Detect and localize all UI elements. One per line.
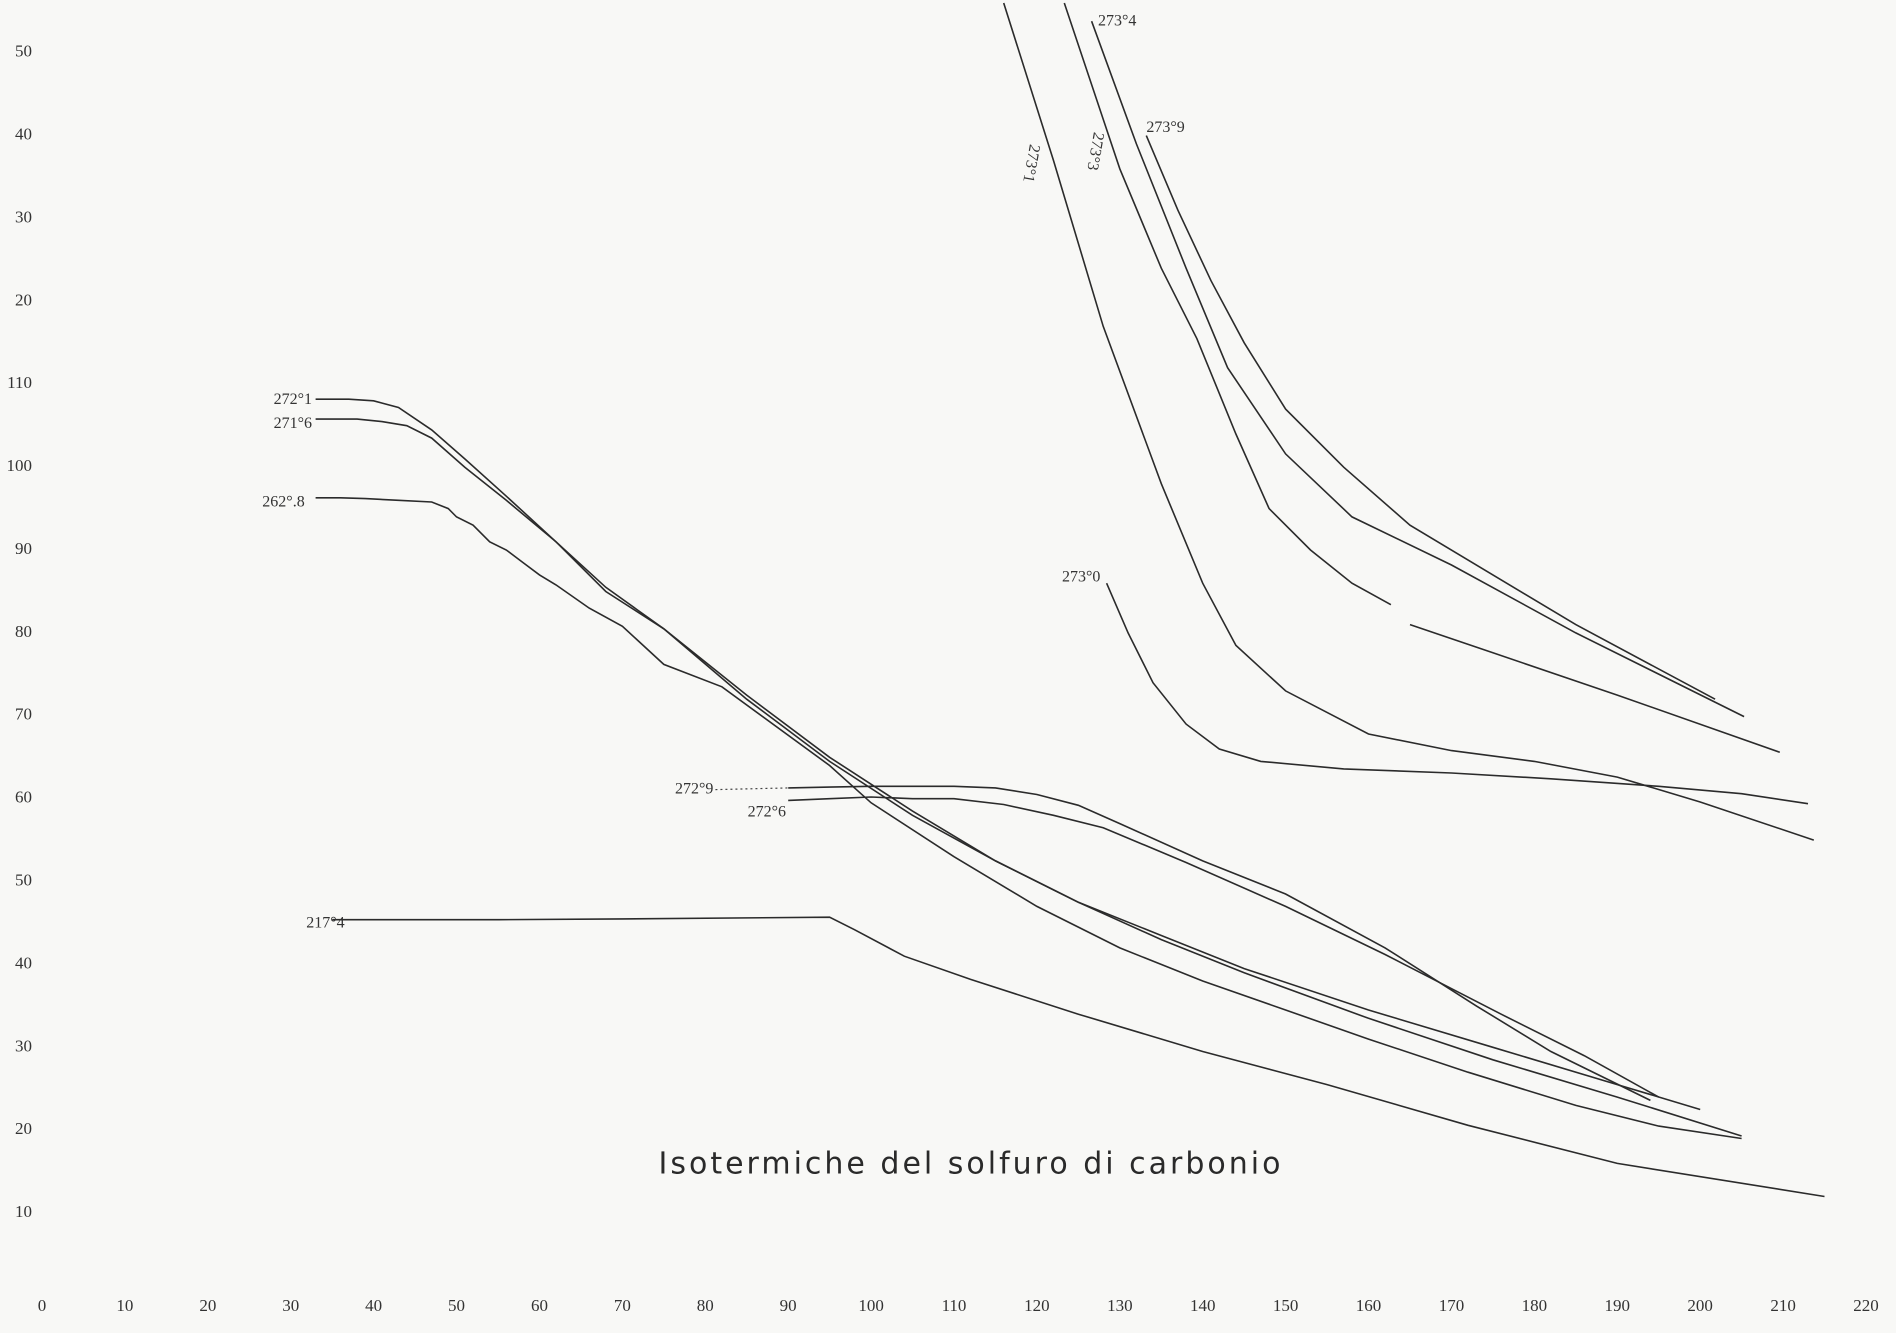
isotherm-line bbox=[1090, 20, 1745, 718]
x-tick-label: 30 bbox=[282, 1296, 299, 1315]
isotherm-line bbox=[1145, 135, 1716, 700]
x-tick-label: 100 bbox=[858, 1296, 884, 1315]
x-tick-label: 190 bbox=[1605, 1296, 1631, 1315]
y-tick-label: 10 bbox=[15, 1202, 32, 1221]
isotherm-line bbox=[315, 418, 1742, 1137]
leader-line bbox=[715, 787, 789, 791]
x-tick-label: 150 bbox=[1273, 1296, 1299, 1315]
isotherm-line bbox=[315, 398, 1701, 1111]
series-label: 273°1 bbox=[1019, 143, 1042, 184]
series-label: 272°9 bbox=[675, 780, 713, 797]
y-tick-label: 110 bbox=[7, 373, 32, 392]
chart-title: Isotermiche del solfuro di carbonio bbox=[659, 1147, 1284, 1182]
x-tick-label: 120 bbox=[1024, 1296, 1050, 1315]
series-label: 273°9 bbox=[1146, 119, 1184, 136]
x-tick-label: 90 bbox=[780, 1296, 797, 1315]
series-label: 262°.8 bbox=[262, 494, 304, 511]
y-tick-label: 70 bbox=[15, 705, 32, 724]
y-tick-label: 20 bbox=[15, 1119, 32, 1138]
y-tick-label: 40 bbox=[15, 953, 32, 972]
series-label: 271°6 bbox=[274, 415, 312, 432]
isotherm-line bbox=[1002, 2, 1815, 841]
y-tick-label: 60 bbox=[15, 788, 32, 807]
x-tick-label: 110 bbox=[942, 1296, 967, 1315]
x-tick-label: 70 bbox=[614, 1296, 631, 1315]
series-label: 272°1 bbox=[274, 391, 312, 408]
x-tick-label: 160 bbox=[1356, 1296, 1382, 1315]
series-label: 273°0 bbox=[1062, 569, 1100, 586]
x-tick-label: 180 bbox=[1522, 1296, 1548, 1315]
isotherm-line bbox=[1105, 582, 1809, 805]
x-tick-label: 200 bbox=[1687, 1296, 1713, 1315]
series-label: 273°3 bbox=[1083, 131, 1106, 172]
x-tick-label: 140 bbox=[1190, 1296, 1216, 1315]
x-tick-label: 0 bbox=[38, 1296, 47, 1315]
y-tick-label: 40 bbox=[15, 125, 32, 144]
isotherm-line bbox=[332, 916, 1825, 1198]
y-tick-label: 50 bbox=[15, 870, 32, 889]
x-tick-label: 60 bbox=[531, 1296, 548, 1315]
isotherm-line bbox=[1063, 2, 1781, 754]
x-tick-label: 210 bbox=[1770, 1296, 1796, 1315]
y-tick-label: 50 bbox=[15, 42, 32, 61]
x-tick-label: 220 bbox=[1853, 1296, 1879, 1315]
y-tick-label: 100 bbox=[7, 456, 33, 475]
y-tick-label: 80 bbox=[15, 622, 32, 641]
x-tick-label: 130 bbox=[1107, 1296, 1133, 1315]
y-tick-label: 20 bbox=[15, 290, 32, 309]
x-tick-label: 80 bbox=[697, 1296, 714, 1315]
x-tick-label: 10 bbox=[116, 1296, 133, 1315]
x-tick-label: 50 bbox=[448, 1296, 465, 1315]
isotherm-line bbox=[315, 497, 1742, 1140]
y-tick-label: 30 bbox=[15, 207, 32, 226]
y-tick-label: 90 bbox=[15, 539, 32, 558]
isotherm-line bbox=[788, 796, 1660, 1098]
x-tick-label: 20 bbox=[199, 1296, 216, 1315]
series-label: 272°6 bbox=[748, 803, 786, 820]
y-tick-label: 30 bbox=[15, 1036, 32, 1055]
x-tick-label: 170 bbox=[1439, 1296, 1465, 1315]
x-tick-label: 40 bbox=[365, 1296, 382, 1315]
series-label: 273°4 bbox=[1098, 12, 1136, 29]
series-label: 217°4 bbox=[306, 915, 344, 932]
